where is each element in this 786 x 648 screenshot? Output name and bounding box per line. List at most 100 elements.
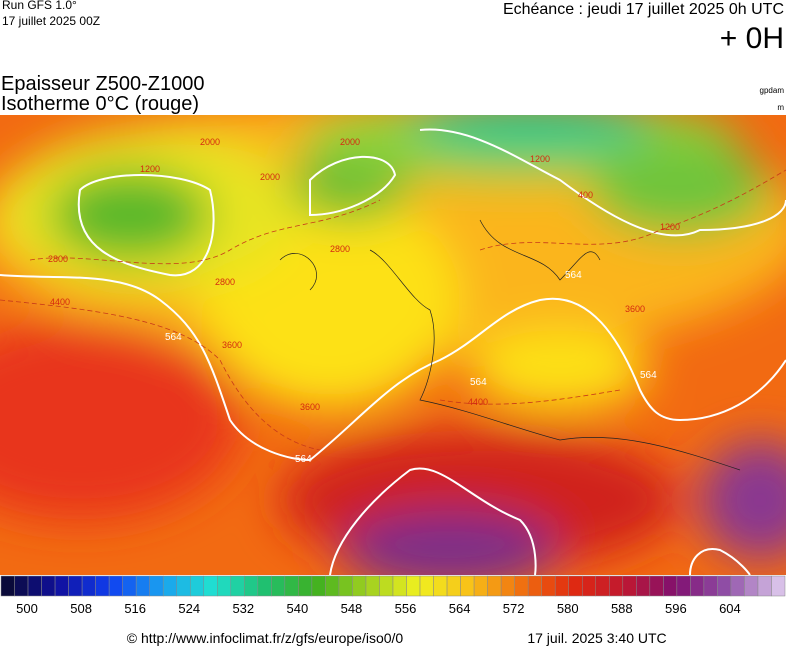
contour-label: 4400 [50, 297, 70, 307]
colorbar-box [95, 575, 110, 597]
colorbar-box [487, 575, 502, 597]
colorbar-box [54, 575, 69, 597]
colorbar-label: 588 [611, 601, 633, 616]
colorbar-box [554, 575, 569, 597]
colorbar-box [338, 575, 353, 597]
colorbar-box [325, 575, 340, 597]
colorbar-box [703, 575, 718, 597]
colorbar-label: 508 [70, 601, 92, 616]
colorbar-box [41, 575, 56, 597]
colorbar-box [284, 575, 299, 597]
contour-label: 1200 [530, 154, 550, 164]
colorbar-label: 564 [449, 601, 471, 616]
colorbar-box [365, 575, 380, 597]
colorbar-label: 516 [124, 601, 146, 616]
contour-label: 2000 [340, 137, 360, 147]
title: Epaisseur Z500-Z1000 [1, 73, 204, 95]
colorbar-box [433, 575, 448, 597]
colorbar-box [0, 575, 15, 597]
colorbar-box [609, 575, 624, 597]
colorbar-box [108, 575, 123, 597]
run: Run GFS 1.0° [2, 0, 77, 12]
colorbar-box [771, 575, 786, 597]
colorbar-box [176, 575, 191, 597]
colorbar-box [122, 575, 137, 597]
colorbar-box [500, 575, 515, 597]
contour-label: 400 [578, 190, 593, 200]
unit: gpdam [760, 86, 785, 95]
colorbar-box [460, 575, 475, 597]
contour-label: 1200 [660, 222, 680, 232]
colorbar-box [473, 575, 488, 597]
contour-label: 4400 [468, 397, 488, 407]
colorbar-box [189, 575, 205, 597]
contour-label: 2800 [48, 254, 68, 264]
colorbar-label: 524 [178, 601, 200, 616]
colorbar-box [162, 575, 177, 597]
colorbar-label: 532 [232, 601, 254, 616]
colorbar-box [717, 575, 732, 597]
colorbar-box [541, 575, 556, 597]
colorbar-box [81, 575, 96, 597]
contour-label: 2800 [330, 244, 350, 254]
offset: + 0H [720, 22, 784, 55]
colorbar-box [298, 575, 313, 597]
contour-label: 1200 [140, 164, 160, 174]
colorbar-box [527, 575, 542, 597]
run-date: 17 juillet 2025 00Z [2, 14, 100, 28]
contour-label: 564 [165, 332, 182, 343]
colorbar-box [744, 575, 759, 597]
colorbar-box [392, 575, 407, 597]
contour-label: 564 [565, 270, 582, 281]
subtitle: Isotherme 0°C (rouge) [1, 93, 199, 115]
contour-label: 3600 [222, 340, 242, 350]
contour-label: 2800 [215, 277, 235, 287]
colorbar-box [244, 575, 259, 597]
colorbar-box [649, 575, 664, 597]
colorbar-box [636, 575, 651, 597]
colorbar-box [663, 575, 678, 597]
colorbar-label: 596 [665, 601, 687, 616]
contour-label: 564 [640, 370, 657, 381]
colorbar-label: 580 [557, 601, 579, 616]
colorbar-label: 540 [287, 601, 309, 616]
colorbar-box [757, 575, 772, 597]
colorbar-box [406, 575, 421, 597]
colorbar-box [514, 575, 529, 597]
colorbar-box [217, 575, 232, 597]
contour-label: 564 [470, 377, 487, 388]
map: 564 564 564 564 564 2800 2800 2800 3600 3600 3600 4… [0, 115, 786, 575]
colorbar-box [149, 575, 164, 597]
colorbar-box [203, 575, 218, 597]
colorbar-box [14, 575, 29, 597]
footer-source: © http://www.infoclimat.fr/z/gfs/europe/… [127, 630, 404, 646]
colorbar-box [257, 575, 272, 597]
footer-date: 17 juil. 2025 3:40 UTC [527, 630, 666, 646]
colorbar-box [690, 575, 705, 597]
contour-label: 2000 [260, 172, 280, 182]
colorbar-box [446, 575, 461, 597]
echeance: Echéance : jeudi 17 juillet 2025 0h UTC [503, 1, 784, 18]
colorbar-box [271, 575, 286, 597]
contour-label: 2000 [200, 137, 220, 147]
colorbar-box [135, 575, 150, 597]
colorbar-box [730, 575, 745, 597]
colorbar-box [595, 575, 610, 597]
unit: m [777, 103, 784, 112]
colorbar-box [27, 575, 42, 597]
colorbar-label: 556 [395, 601, 417, 616]
contour-label: 3600 [300, 402, 320, 412]
colorbar-box [581, 575, 597, 597]
colorbar-label: 604 [719, 601, 741, 616]
colorbar-box [419, 575, 434, 597]
contour-label: 3600 [625, 304, 645, 314]
colorbar-label: 572 [503, 601, 525, 616]
colorbar-box [379, 575, 394, 597]
colorbar-label: 500 [16, 601, 38, 616]
contour-label: 564 [295, 454, 312, 465]
colorbar-box [68, 575, 83, 597]
colorbar-box [311, 575, 326, 597]
colorbar-label: 548 [341, 601, 363, 616]
